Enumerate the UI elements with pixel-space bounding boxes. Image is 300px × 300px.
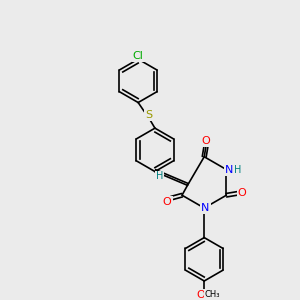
Text: O: O xyxy=(196,290,205,300)
Text: O: O xyxy=(163,197,172,207)
Text: Cl: Cl xyxy=(133,51,144,61)
Text: N: N xyxy=(201,203,209,213)
Text: N: N xyxy=(225,165,234,175)
Text: O: O xyxy=(202,136,211,146)
Text: O: O xyxy=(238,188,247,198)
Text: H: H xyxy=(156,172,163,182)
Text: H: H xyxy=(234,165,241,175)
Text: S: S xyxy=(145,110,152,120)
Text: CH₃: CH₃ xyxy=(204,290,220,299)
